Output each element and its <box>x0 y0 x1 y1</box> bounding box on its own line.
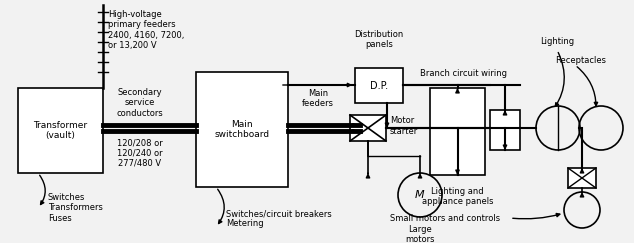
Text: Branch circuit wiring: Branch circuit wiring <box>420 69 507 78</box>
Text: Transformer
(vault): Transformer (vault) <box>34 121 87 140</box>
Bar <box>490 110 520 150</box>
Text: M: M <box>415 190 425 200</box>
Text: Main
switchboard: Main switchboard <box>214 120 269 139</box>
Text: Main
feeders: Main feeders <box>302 89 334 108</box>
Text: Secondary
service
conductors: Secondary service conductors <box>117 88 164 118</box>
Text: Distribution
panels: Distribution panels <box>354 30 404 49</box>
Text: Switches
Transformers
Fuses: Switches Transformers Fuses <box>48 193 103 223</box>
Bar <box>18 88 103 173</box>
Text: Motor
starter: Motor starter <box>390 116 418 136</box>
Bar <box>196 72 288 187</box>
Text: High-voltage
primary feeders
2400, 4160, 7200,
or 13,200 V: High-voltage primary feeders 2400, 4160,… <box>108 10 184 50</box>
Text: D.P.: D.P. <box>370 80 388 90</box>
Text: Small motors and controls: Small motors and controls <box>390 214 500 223</box>
Bar <box>568 168 596 188</box>
Bar <box>355 68 403 103</box>
Text: Receptacles: Receptacles <box>555 55 606 64</box>
Text: 120/208 or
120/240 or
277/480 V: 120/208 or 120/240 or 277/480 V <box>117 138 163 168</box>
Text: Lighting: Lighting <box>540 37 574 46</box>
Text: Large
motors: Large motors <box>405 225 435 243</box>
Text: Switches/circuit breakers
Metering: Switches/circuit breakers Metering <box>226 209 332 228</box>
Bar <box>430 88 485 175</box>
Text: Lighting and
appliance panels: Lighting and appliance panels <box>422 187 493 206</box>
Bar <box>350 115 386 141</box>
